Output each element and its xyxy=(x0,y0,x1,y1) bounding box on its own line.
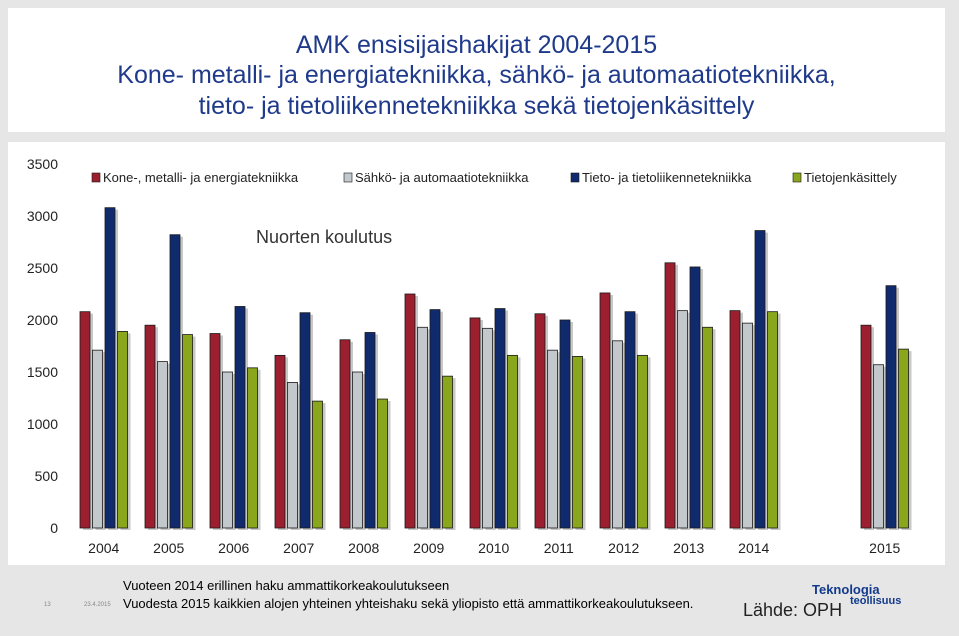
footnote-2: Vuodesta 2015 kaikkien alojen yhteinen y… xyxy=(123,596,694,611)
bar xyxy=(247,367,258,529)
bar xyxy=(534,313,546,529)
bar xyxy=(377,398,388,529)
y-tick-label: 2000 xyxy=(27,312,58,328)
bar xyxy=(860,324,872,529)
bar xyxy=(117,331,128,529)
bar xyxy=(352,371,363,529)
x-tick-label: 2007 xyxy=(283,540,314,556)
bar xyxy=(274,354,286,529)
bar xyxy=(182,334,193,529)
page-date: 23.4.2015 xyxy=(84,602,111,608)
bar xyxy=(339,339,351,529)
x-tick-label: 2010 xyxy=(478,540,509,556)
bar xyxy=(157,361,168,529)
bar xyxy=(417,326,428,529)
legend-label: Tieto- ja tietoliikennetekniikka xyxy=(582,170,752,185)
legend-label: Kone-, metalli- ja energiatekniikka xyxy=(103,170,299,185)
bar xyxy=(612,340,623,529)
x-tick-label: 2012 xyxy=(608,540,639,556)
y-tick-label: 3000 xyxy=(27,208,58,224)
x-tick-label: 2006 xyxy=(218,540,249,556)
footnote-1: Vuoteen 2014 erillinen haku ammattikorke… xyxy=(123,578,450,593)
chart-annotation: Nuorten koulutus xyxy=(256,227,392,247)
y-tick-label: 500 xyxy=(35,468,59,484)
bar xyxy=(559,319,571,529)
y-tick-label: 3500 xyxy=(27,156,58,172)
bar xyxy=(79,311,91,529)
x-tick-label: 2011 xyxy=(544,540,574,556)
title-box: AMK ensisijaishakijat 2004-2015 Kone- me… xyxy=(8,8,945,132)
x-tick-label: 2009 xyxy=(413,540,444,556)
title-line-1: AMK ensisijaishakijat 2004-2015 xyxy=(295,31,658,59)
bar xyxy=(599,292,611,529)
y-tick-label: 1500 xyxy=(27,364,58,380)
bar xyxy=(702,326,713,529)
bar xyxy=(689,266,701,529)
legend-swatch xyxy=(91,172,101,183)
chart-panel: 0 500 1000 1500 2000 2500 3000 3500 2004 2005 2006… xyxy=(8,142,945,565)
bar xyxy=(572,355,583,529)
bar xyxy=(144,324,156,529)
teknologiateollisuus-logo: Teknologia teollisuus xyxy=(812,582,942,612)
bar xyxy=(767,311,778,529)
bar xyxy=(234,306,246,529)
bar xyxy=(742,322,753,529)
bar xyxy=(547,349,558,529)
legend-swatch xyxy=(570,172,580,183)
bar xyxy=(287,381,298,529)
logo-text-2: teollisuus xyxy=(850,595,902,607)
title-line-2: Kone- metalli- ja energiatekniikka, sähk… xyxy=(117,61,836,89)
bar xyxy=(664,262,676,529)
x-tick-label: 2013 xyxy=(673,540,704,556)
bar xyxy=(169,234,181,529)
legend-swatch xyxy=(792,172,802,183)
page-number: 13 xyxy=(44,602,51,608)
x-tick-label: 2014 xyxy=(738,540,769,556)
bar xyxy=(677,310,688,529)
bar xyxy=(222,371,233,529)
x-tick-label: 2005 xyxy=(153,540,184,556)
footer: Vuoteen 2014 erillinen haku ammattikorke… xyxy=(0,570,959,636)
bar xyxy=(312,400,323,529)
bar xyxy=(885,285,897,529)
bar xyxy=(624,311,636,529)
y-tick-label: 1000 xyxy=(27,416,58,432)
bar xyxy=(637,354,648,529)
bar xyxy=(364,332,376,529)
bar xyxy=(754,230,766,529)
bar xyxy=(104,207,116,529)
bar xyxy=(299,312,311,529)
bar xyxy=(494,308,506,529)
x-tick-label: 2008 xyxy=(348,540,379,556)
legend-label: Tietojenkäsittely xyxy=(804,170,897,185)
y-tick-label: 2500 xyxy=(27,260,58,276)
bar xyxy=(482,327,493,529)
bar xyxy=(898,348,909,529)
bar xyxy=(404,293,416,529)
bar xyxy=(209,333,221,529)
bar xyxy=(442,375,453,529)
logo-text-1: Teknologia xyxy=(812,582,880,597)
bar xyxy=(729,310,741,529)
source-label: Lähde: OPH xyxy=(743,600,843,620)
bar xyxy=(429,309,441,529)
title-line-3: tieto- ja tietoliikennetekniikka sekä ti… xyxy=(198,92,755,120)
bar xyxy=(92,349,103,529)
legend-label: Sähkö- ja automaatiotekniikka xyxy=(355,170,529,185)
legend-swatch xyxy=(343,172,353,183)
y-tick-label: 0 xyxy=(50,520,58,536)
bar-chart: 0 500 1000 1500 2000 2500 3000 3500 2004 2005 2006… xyxy=(27,156,912,556)
bar xyxy=(873,364,884,529)
bar xyxy=(469,317,481,529)
x-tick-label: 2015 xyxy=(869,540,900,556)
bar xyxy=(507,354,518,529)
x-tick-label: 2004 xyxy=(88,540,119,556)
